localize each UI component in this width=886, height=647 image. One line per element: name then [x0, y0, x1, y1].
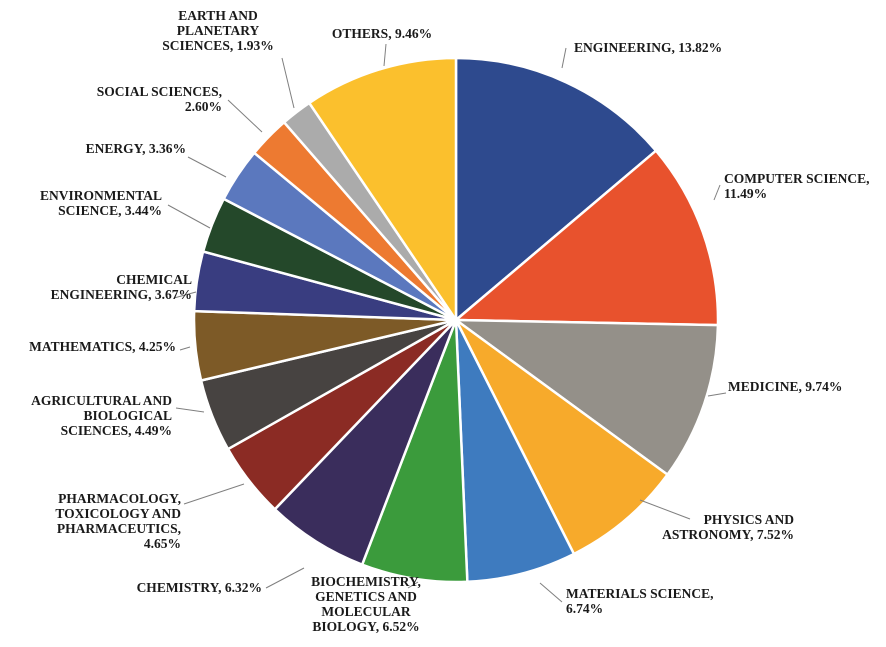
- slice-label-line: OTHERS, 9.46%: [332, 26, 432, 41]
- leader-line: [187, 156, 227, 178]
- slice-label-line: ENGINEERING, 3.67%: [51, 287, 192, 302]
- slice-label-line: SCIENCE, 3.44%: [58, 203, 162, 218]
- slice-label-line: SCIENCES, 1.93%: [162, 38, 273, 53]
- leader-line: [167, 204, 211, 229]
- slice-label: PHYSICS AND ASTRONOMY, 7.52%: [662, 512, 794, 542]
- slice-label: OTHERS, 9.46%: [332, 26, 432, 41]
- leader-line: [713, 184, 721, 201]
- slice-label-line: 6.74%: [566, 601, 603, 616]
- slice-label-line: EARTH AND: [178, 8, 258, 23]
- leader-line: [173, 291, 197, 299]
- slice-label: CHEMISTRY, 6.32%: [137, 580, 262, 595]
- slice-label: CHEMICAL ENGINEERING, 3.67%: [51, 272, 192, 302]
- leader-line: [183, 483, 245, 505]
- slice-label-line: ENGINEERING, 13.82%: [574, 40, 722, 55]
- slice-label-line: PHARMACEUTICS,: [57, 521, 181, 536]
- slice-label-line: TOXICOLOGY AND: [55, 506, 181, 521]
- slice-label: ENGINEERING, 13.82%: [574, 40, 722, 55]
- slice-label-line: BIOLOGY, 6.52%: [312, 619, 419, 634]
- pie-slice: [454, 319, 576, 584]
- slice-label-line: 4.65%: [144, 536, 181, 551]
- pie-slice: [307, 56, 458, 325]
- slice-label: MATHEMATICS, 4.25%: [29, 339, 176, 354]
- slice-label: SOCIAL SCIENCES, 2.60%: [97, 84, 222, 114]
- slice-label-line: 11.49%: [724, 186, 767, 201]
- slice-label: ENERGY, 3.36%: [86, 141, 186, 156]
- leader-line: [175, 407, 205, 413]
- leader-line: [179, 346, 191, 351]
- leader-line: [561, 47, 567, 69]
- slice-label-line: COMPUTER SCIENCE,: [724, 171, 870, 186]
- slice-label: EARTH AND PLANETARY SCIENCES, 1.93%: [162, 8, 273, 53]
- slice-label-line: SCIENCES, 4.49%: [61, 423, 172, 438]
- slice-label-line: MOLECULAR: [321, 604, 411, 619]
- slice-label: PHARMACOLOGY, TOXICOLOGY AND PHARMACEUTICS…: [55, 491, 181, 551]
- slice-label: MATERIALS SCIENCE, 6.74%: [566, 586, 714, 616]
- pie-slice: [452, 148, 720, 327]
- slice-label-line: PLANETARY: [177, 23, 260, 38]
- leader-line: [639, 499, 691, 520]
- slice-label-line: CHEMISTRY, 6.32%: [137, 580, 262, 595]
- leader-line: [707, 392, 727, 397]
- slice-label-line: BIOCHEMISTRY,: [311, 574, 421, 589]
- slice-label-line: MATHEMATICS, 4.25%: [29, 339, 176, 354]
- slice-label-line: PHYSICS AND: [704, 512, 795, 527]
- slice-label-line: PHARMACOLOGY,: [58, 491, 181, 506]
- slice-label-line: 2.60%: [185, 99, 222, 114]
- slice-label-line: ASTRONOMY, 7.52%: [662, 527, 794, 542]
- slice-label: BIOCHEMISTRY, GENETICS AND MOLECULAR BIOLOG…: [311, 574, 421, 634]
- leader-line: [539, 582, 563, 603]
- leader-line: [265, 567, 305, 589]
- slice-label: MEDICINE, 9.74%: [728, 379, 842, 394]
- slice-label-line: GENETICS AND: [315, 589, 417, 604]
- pie-slice: [452, 318, 720, 477]
- slice-label-line: MEDICINE, 9.74%: [728, 379, 842, 394]
- slice-label-line: BIOLOGICAL: [83, 408, 172, 423]
- leader-line: [281, 57, 295, 109]
- leader-line: [383, 43, 387, 67]
- slice-label-line: AGRICULTURAL AND: [31, 393, 172, 408]
- slice-label: AGRICULTURAL AND BIOLOGICAL SCIENCES, 4.49…: [31, 393, 172, 438]
- slice-label-line: ENVIRONMENTAL: [40, 188, 162, 203]
- slice-label-line: MATERIALS SCIENCE,: [566, 586, 714, 601]
- leader-line: [227, 99, 263, 133]
- slice-label-line: SOCIAL SCIENCES,: [97, 84, 222, 99]
- slice-label-line: CHEMICAL: [116, 272, 192, 287]
- slice-label-line: ENERGY, 3.36%: [86, 141, 186, 156]
- leader-line: [407, 581, 419, 589]
- slice-label: ENVIRONMENTAL SCIENCE, 3.44%: [40, 188, 162, 218]
- pie-slice: [454, 56, 658, 323]
- pie-slice: [454, 318, 670, 556]
- slice-label: COMPUTER SCIENCE, 11.49%: [724, 171, 870, 201]
